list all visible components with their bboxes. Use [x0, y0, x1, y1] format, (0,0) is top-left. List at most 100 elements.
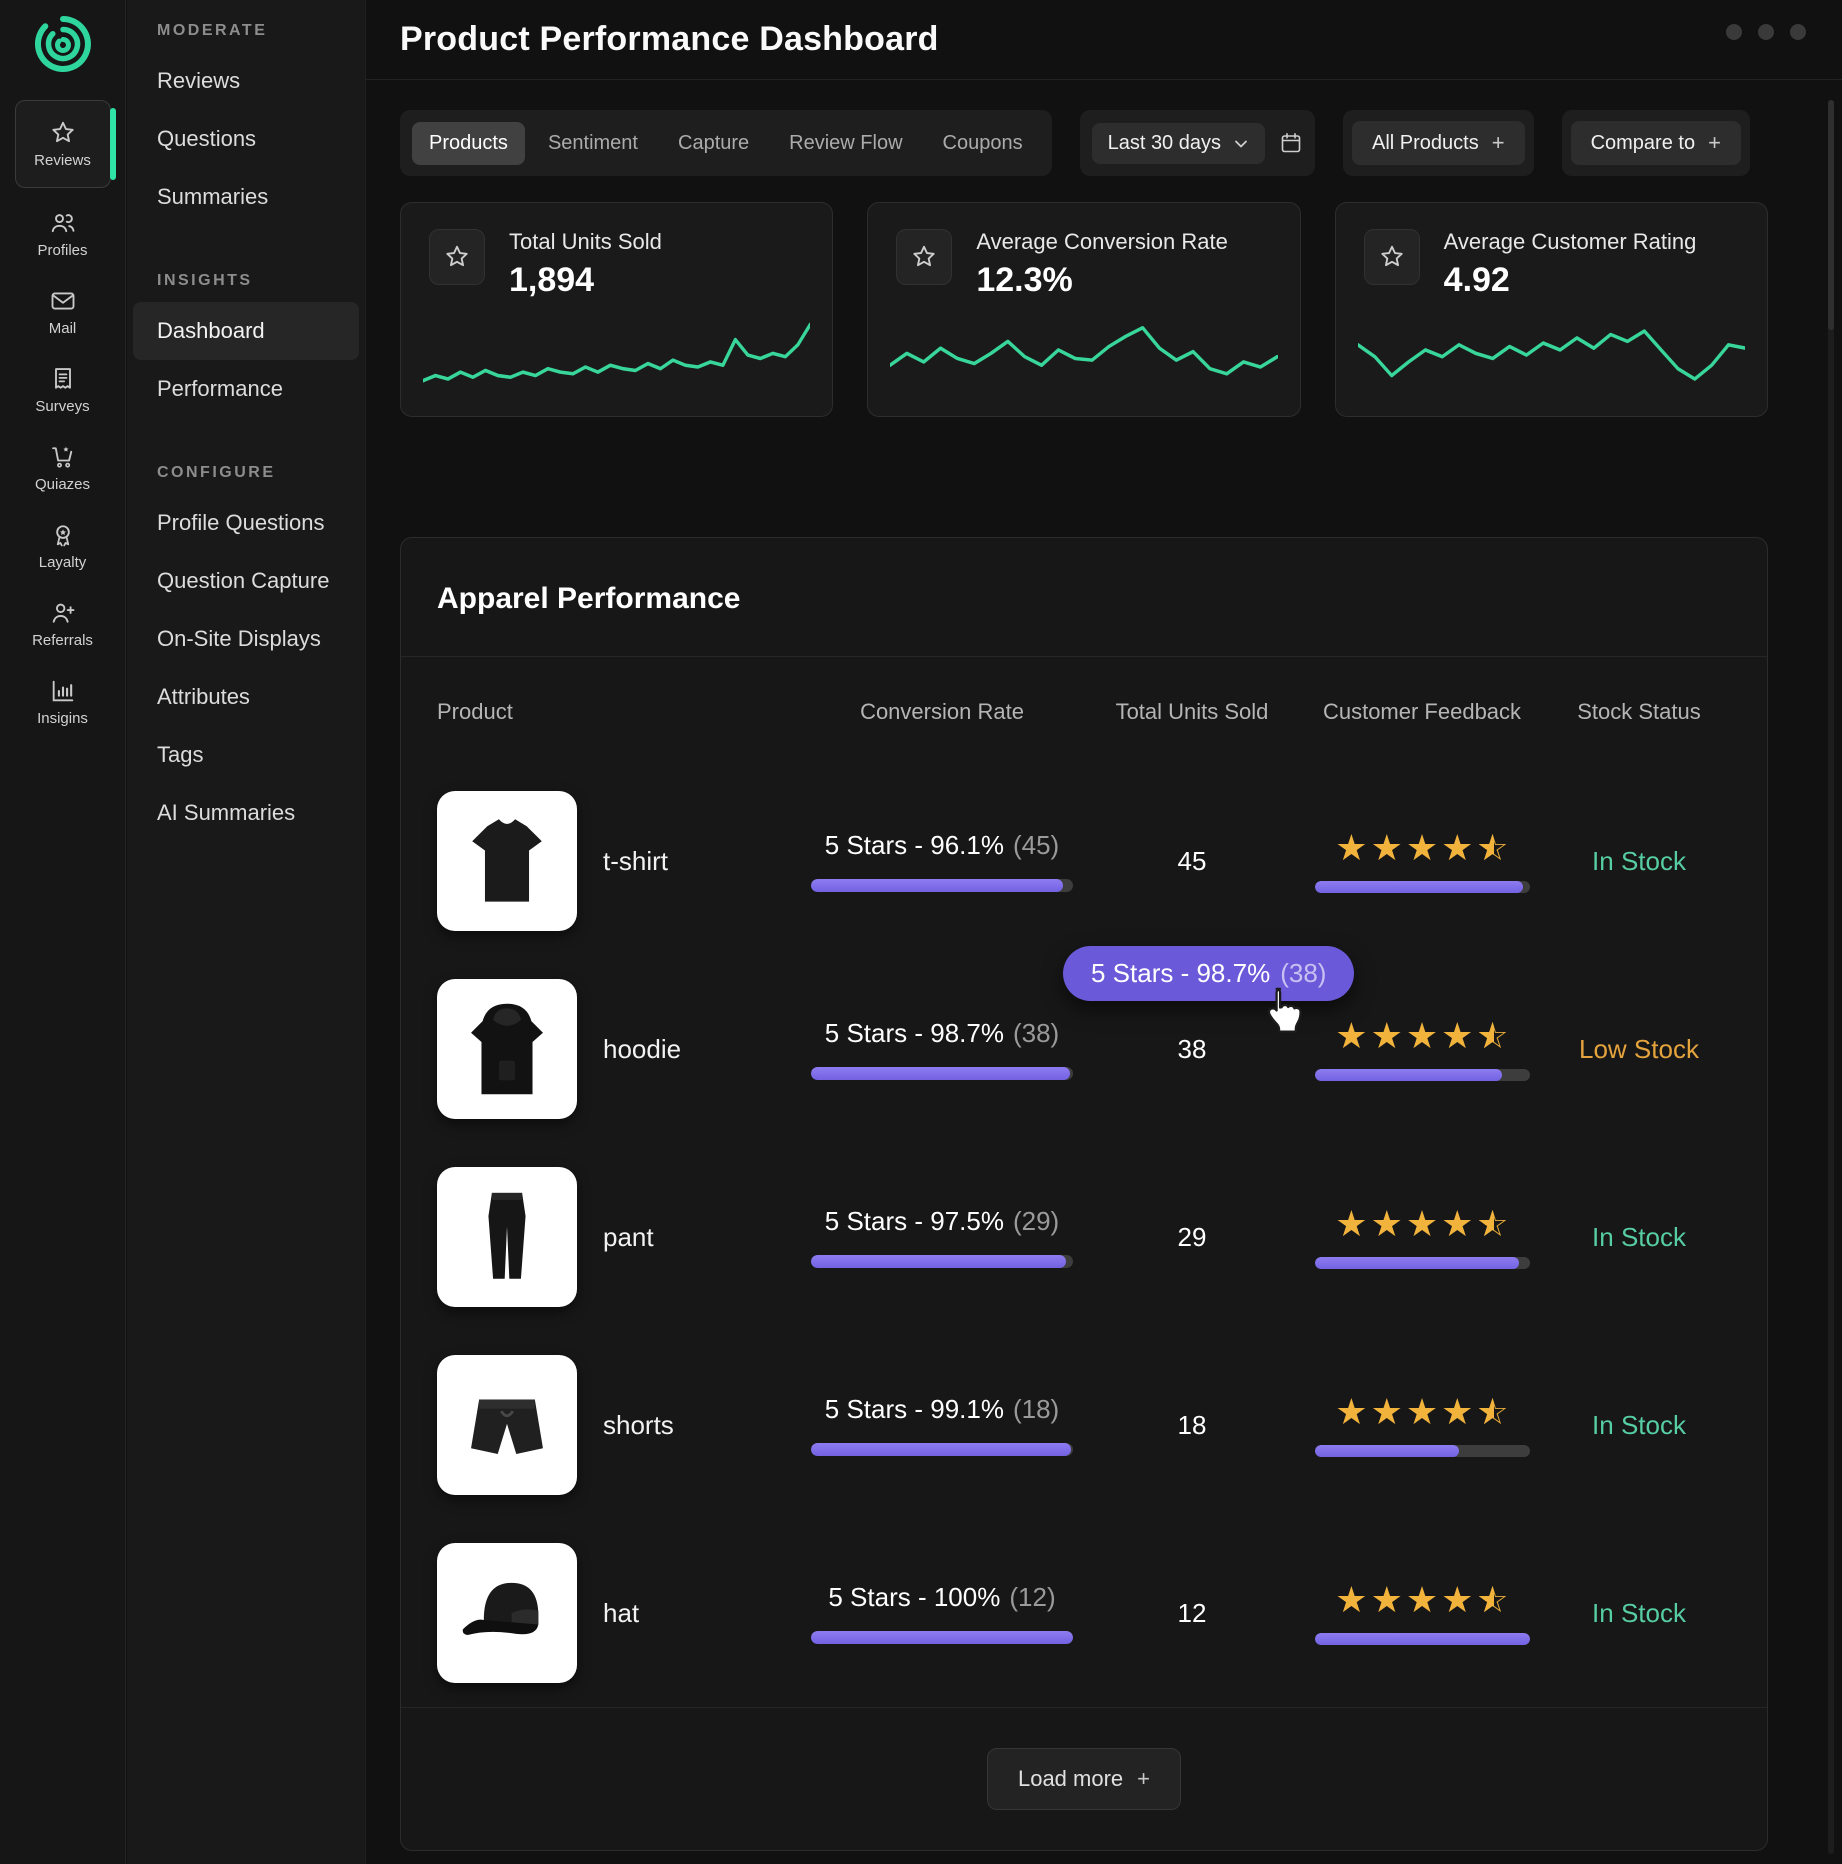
- view-tabs: Products Sentiment Capture Review Flow C…: [400, 110, 1052, 176]
- feedback-cell: ★★★★★☆: [1297, 1582, 1547, 1645]
- plus-icon: +: [1137, 1766, 1150, 1792]
- feedback-bar: [1315, 1069, 1530, 1081]
- star-icon: [896, 229, 952, 285]
- feedback-bar-fill: [1315, 1257, 1519, 1269]
- table-row-pant[interactable]: pant 5 Stars - 97.5%(29) 29 ★★★★★☆ In St…: [401, 1143, 1767, 1331]
- rail-item-reviews[interactable]: Reviews: [15, 100, 111, 188]
- rail-item-profiles[interactable]: Profiles: [15, 202, 111, 266]
- star-rating: ★★★★★☆: [1335, 1018, 1508, 1054]
- tab-coupons[interactable]: Coupons: [926, 122, 1040, 165]
- star-rating: ★★★★★☆: [1335, 830, 1508, 866]
- window-dot[interactable]: [1758, 24, 1774, 40]
- conversion-bar: [811, 1443, 1073, 1456]
- all-products-button[interactable]: All Products +: [1352, 121, 1525, 165]
- conversion-cell: 5 Stars - 99.1%(18): [797, 1394, 1087, 1456]
- compare-to-button[interactable]: Compare to +: [1571, 121, 1741, 165]
- product-cell: t-shirt: [437, 791, 797, 931]
- stat-value: 12.3%: [976, 261, 1228, 300]
- feedback-bar-fill: [1315, 1633, 1530, 1645]
- rail-item-mail[interactable]: Mail: [15, 280, 111, 344]
- conversion-bar-fill: [811, 1443, 1071, 1456]
- bar-chart-icon: [49, 677, 77, 705]
- tab-sentiment[interactable]: Sentiment: [531, 122, 655, 165]
- nav-item-dashboard[interactable]: Dashboard: [133, 302, 359, 360]
- feedback-bar: [1315, 1445, 1530, 1457]
- app-window: Reviews Profiles Mail Surveys Quiazes La…: [0, 0, 1842, 1864]
- star-full-icon: ★: [1371, 1018, 1403, 1054]
- stock-status: Low Stock: [1547, 1034, 1731, 1065]
- nav-item-on-site-displays[interactable]: On-Site Displays: [133, 610, 359, 668]
- window-dot[interactable]: [1726, 24, 1742, 40]
- star-half-icon: ★☆: [1476, 1582, 1508, 1618]
- star-rating: ★★★★★☆: [1335, 1206, 1508, 1242]
- conversion-count: (12): [1009, 1582, 1055, 1612]
- date-range-button[interactable]: Last 30 days: [1092, 123, 1265, 164]
- table-row-t-shirt[interactable]: t-shirt 5 Stars - 96.1%(45) 45 ★★★★★☆ In…: [401, 767, 1767, 955]
- tab-capture[interactable]: Capture: [661, 122, 766, 165]
- rail-item-surveys[interactable]: Surveys: [15, 358, 111, 422]
- nav-item-summaries[interactable]: Summaries: [133, 168, 359, 226]
- feedback-cell: ★★★★★☆: [1297, 1206, 1547, 1269]
- nav-item-reviews[interactable]: Reviews: [133, 52, 359, 110]
- nav-item-tags[interactable]: Tags: [133, 726, 359, 784]
- sparkline-chart: [423, 304, 810, 404]
- rail-item-quiazes[interactable]: Quiazes: [15, 436, 111, 500]
- star-full-icon: ★: [1406, 1206, 1438, 1242]
- table-footer: Load more +: [401, 1707, 1767, 1850]
- load-more-button[interactable]: Load more +: [987, 1748, 1181, 1810]
- calendar-icon[interactable]: [1279, 131, 1303, 155]
- star-full-icon: ★: [1335, 1582, 1367, 1618]
- load-more-label: Load more: [1018, 1766, 1123, 1792]
- brand-logo[interactable]: [31, 12, 95, 76]
- nav-item-performance[interactable]: Performance: [133, 360, 359, 418]
- conversion-bar: [811, 1631, 1073, 1644]
- nav-item-questions[interactable]: Questions: [133, 110, 359, 168]
- nav-item-question-capture[interactable]: Question Capture: [133, 552, 359, 610]
- product-cell: hoodie: [437, 979, 797, 1119]
- star-half-icon: ★☆: [1476, 1394, 1508, 1430]
- product-filter-group: All Products +: [1343, 110, 1534, 176]
- star-icon: [1364, 229, 1420, 285]
- star-full-icon: ★: [1406, 1394, 1438, 1430]
- scrollbar[interactable]: [1828, 100, 1834, 1854]
- stat-label: Total Units Sold: [509, 229, 662, 255]
- conversion-bar: [811, 879, 1073, 892]
- table-row-shorts[interactable]: shorts 5 Stars - 99.1%(18) 18 ★★★★★☆ In …: [401, 1331, 1767, 1519]
- nav-section-heading: INSIGHTS: [157, 272, 365, 290]
- nav-item-profile-questions[interactable]: Profile Questions: [133, 494, 359, 552]
- product-image: [437, 1167, 577, 1307]
- rail-item-insigins[interactable]: Insigins: [15, 670, 111, 734]
- window-dot[interactable]: [1790, 24, 1806, 40]
- date-range-label: Last 30 days: [1108, 132, 1221, 155]
- stat-value: 1,894: [509, 261, 662, 300]
- feedback-bar: [1315, 1633, 1530, 1645]
- star-full-icon: ★: [1441, 1206, 1473, 1242]
- star-full-icon: ★: [1441, 1582, 1473, 1618]
- feedback-bar: [1315, 881, 1530, 893]
- icon-rail: Reviews Profiles Mail Surveys Quiazes La…: [0, 0, 126, 1864]
- units-sold-cell: 18: [1087, 1410, 1297, 1441]
- nav-section: CONFIGURE Profile Questions Question Cap…: [127, 464, 365, 842]
- table-row-hat[interactable]: hat 5 Stars - 100%(12) 12 ★★★★★☆ In Stoc…: [401, 1519, 1767, 1707]
- conversion-count: (18): [1013, 1394, 1059, 1424]
- stock-status: In Stock: [1547, 1598, 1731, 1629]
- conversion-count: (45): [1013, 830, 1059, 860]
- nav-item-attributes[interactable]: Attributes: [133, 668, 359, 726]
- nav-item-ai-summaries[interactable]: AI Summaries: [133, 784, 359, 842]
- nav-section-heading: CONFIGURE: [157, 464, 365, 482]
- rail-item-layalty[interactable]: Layalty: [15, 514, 111, 578]
- star-half-icon: ★☆: [1476, 1206, 1508, 1242]
- table-header-row: Product Conversion Rate Total Units Sold…: [401, 657, 1767, 767]
- nav-section: INSIGHTS Dashboard Performance: [127, 272, 365, 418]
- star-rating: ★★★★★☆: [1335, 1394, 1508, 1430]
- tab-products[interactable]: Products: [412, 122, 525, 165]
- apparel-performance-panel: Apparel Performance Product Conversion R…: [400, 537, 1768, 1851]
- people-icon: [49, 209, 77, 237]
- star-full-icon: ★: [1441, 1394, 1473, 1430]
- tab-review-flow[interactable]: Review Flow: [772, 122, 919, 165]
- product-image: [437, 1543, 577, 1683]
- conversion-label: 5 Stars - 99.1%(18): [825, 1394, 1059, 1425]
- star-full-icon: ★: [1441, 830, 1473, 866]
- rail-item-referrals[interactable]: Referrals: [15, 592, 111, 656]
- product-image: [437, 979, 577, 1119]
